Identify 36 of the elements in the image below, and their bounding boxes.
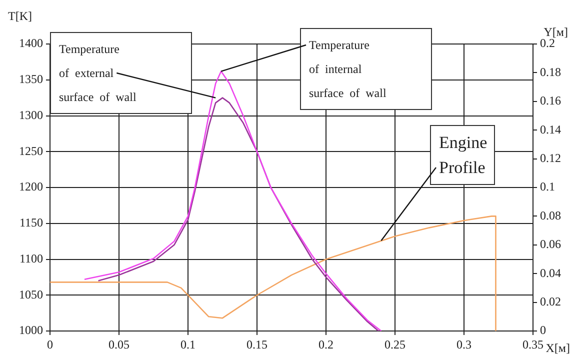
y-tick-label: 1400 — [19, 36, 43, 50]
y-axis-title: T[K] — [8, 9, 32, 23]
y2-tick-label: 0.14 — [540, 122, 561, 136]
y-tick-label: 1100 — [19, 251, 43, 266]
callout-box: Temperature of internal surface of wall — [300, 28, 432, 110]
x-tick-label: 0.35 — [522, 337, 544, 352]
y-tick-label: 1000 — [19, 323, 43, 338]
y2-tick-label: 0.02 — [540, 294, 561, 308]
y2-tick-label: 0.16 — [540, 94, 561, 108]
annotation: Temperature of external surface of wall — [59, 42, 136, 104]
y2-tick-label: 0.04 — [540, 266, 561, 280]
y-tick-label: 1050 — [19, 287, 43, 302]
y-tick-label: 1250 — [19, 144, 43, 158]
x-axis-title: X[м] — [546, 341, 570, 355]
x-tick-label: 0.2 — [318, 337, 334, 352]
y2-tick-label: 0.18 — [540, 64, 561, 79]
y2-axis-title: Y[м] — [544, 25, 568, 39]
x-tick-label: 0.05 — [108, 337, 130, 352]
x-tick-label: 0.15 — [246, 337, 268, 352]
y-tick-label: 1350 — [19, 72, 43, 86]
y2-tick-label: 0 — [540, 323, 546, 338]
y-tick-label: 1200 — [19, 180, 43, 194]
y2-tick-label: 0.06 — [540, 237, 561, 252]
x-tick-label: 0.3 — [456, 337, 472, 352]
y2-tick-label: 0.1 — [540, 180, 555, 194]
x-tick-label: 0.1 — [180, 337, 196, 352]
y-tick-label: 1150 — [19, 216, 43, 230]
x-tick-label: 0.25 — [384, 337, 406, 352]
annotation: Temperature of internal surface of wall — [309, 38, 386, 100]
y2-tick-label: 0.12 — [540, 150, 561, 165]
annotation: Engine Profile — [439, 132, 488, 178]
y-tick-label: 1300 — [19, 108, 43, 122]
y2-tick-label: 0.08 — [540, 208, 561, 222]
callout-box: Temperature of external surface of wall — [50, 32, 192, 114]
x-tick-label: 0 — [47, 337, 53, 352]
callout-box: Engine Profile — [430, 125, 495, 185]
